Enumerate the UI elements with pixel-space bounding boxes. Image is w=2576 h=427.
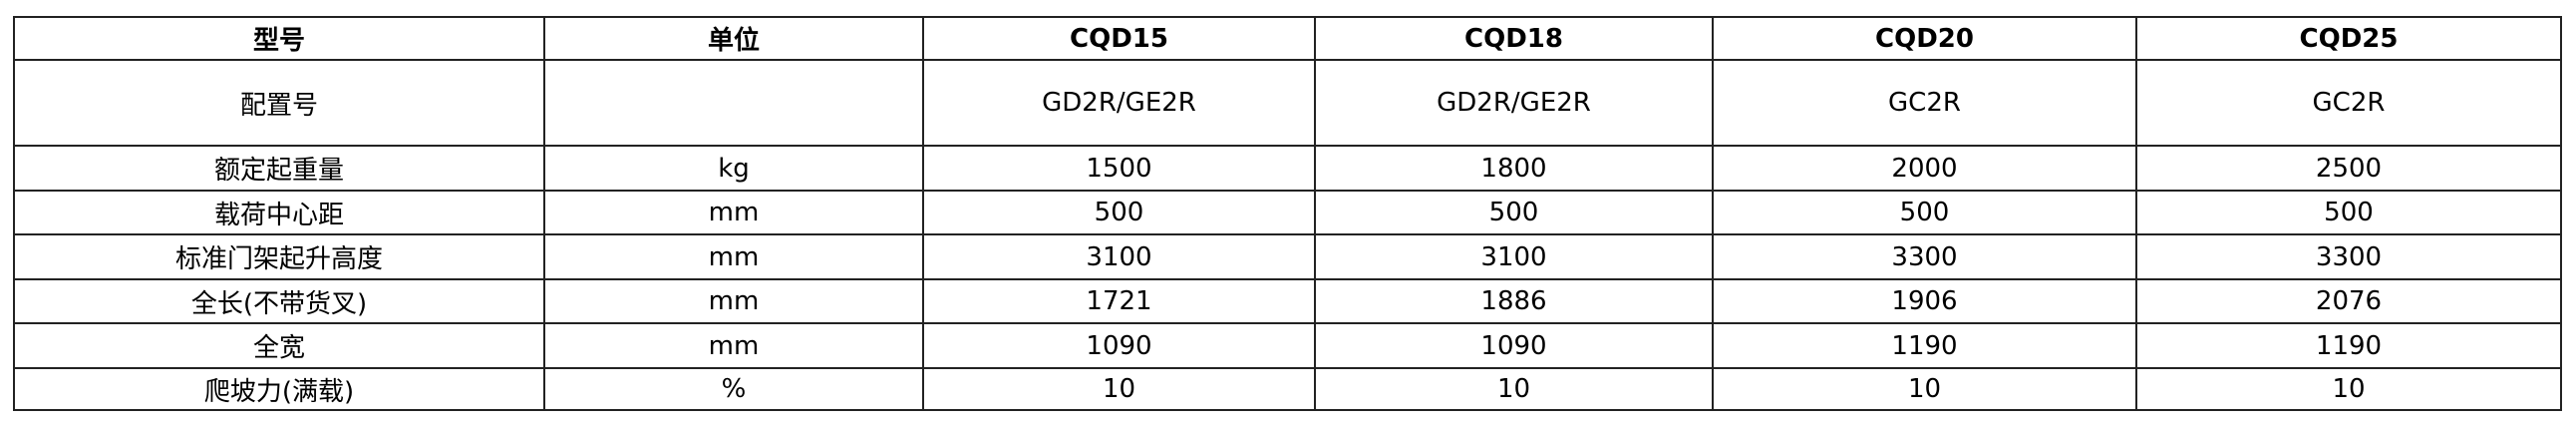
table-cell: 1190 <box>1712 322 2137 369</box>
header-cell: CQD15 <box>922 16 1316 61</box>
table-row: 爬坡力(满载)% 10 10 10 10 <box>13 367 2562 411</box>
row-label: 全长(不带货叉) <box>13 278 545 324</box>
table-cell: 500 <box>922 190 1316 235</box>
table-cell: 1090 <box>922 322 1316 369</box>
table-cell: mm <box>543 233 924 280</box>
table-cell: 1906 <box>1712 278 2137 324</box>
table-cell: 2076 <box>2135 278 2562 324</box>
table-row: 配置号 GD2R/GE2R GD2R/GE2R GC2R GC2R <box>13 59 2562 147</box>
table-cell: 1500 <box>922 145 1316 192</box>
table-cell: 1090 <box>1314 322 1714 369</box>
table-cell: 3300 <box>1712 233 2137 280</box>
table-cell: % <box>543 367 924 411</box>
table-cell: 2000 <box>1712 145 2137 192</box>
row-label: 爬坡力(满载) <box>13 367 545 411</box>
header-cell: CQD18 <box>1314 16 1714 61</box>
table-cell: GC2R <box>1712 59 2137 147</box>
table-cell: kg <box>543 145 924 192</box>
table-cell: 10 <box>2135 367 2562 411</box>
table-row: 额定起重量 kg 1500 1800 2000 2500 <box>13 145 2562 192</box>
row-label: 全宽 <box>13 322 545 369</box>
table-cell: 500 <box>1314 190 1714 235</box>
table-cell: GD2R/GE2R <box>922 59 1316 147</box>
table-row: 全宽 mm 1090 1090 1190 1190 <box>13 322 2562 369</box>
header-cell: CQD20 <box>1712 16 2137 61</box>
row-label: 配置号 <box>13 59 545 147</box>
table-cell: 1800 <box>1314 145 1714 192</box>
table-cell: GD2R/GE2R <box>1314 59 1714 147</box>
table-cell <box>543 59 924 147</box>
table-cell: 500 <box>1712 190 2137 235</box>
header-row: 型号 单位 CQD15 CQD18 CQD20 CQD25 <box>13 16 2562 61</box>
header-cell: 单位 <box>543 16 924 61</box>
table-cell: 1190 <box>2135 322 2562 369</box>
table-cell: 10 <box>1314 367 1714 411</box>
header-cell: 型号 <box>13 16 545 61</box>
spec-table: 型号 单位 CQD15 CQD18 CQD20 CQD25 配置号 GD2R/GE2R GD2… <box>13 16 2562 411</box>
table-cell: 10 <box>922 367 1316 411</box>
row-label: 载荷中心距 <box>13 190 545 235</box>
table-cell: 1721 <box>922 278 1316 324</box>
table-cell: 3300 <box>2135 233 2562 280</box>
table-cell: 3100 <box>1314 233 1714 280</box>
table-row: 全长(不带货叉) mm 1721 1886 1906 2076 <box>13 278 2562 324</box>
header-cell: CQD25 <box>2135 16 2562 61</box>
table-cell: 2500 <box>2135 145 2562 192</box>
table-row: 载荷中心距 mm 500 500 500 500 <box>13 190 2562 235</box>
table-row: 标准门架起升高度 mm 3100 3100 3300 3300 <box>13 233 2562 280</box>
table-cell: mm <box>543 322 924 369</box>
table-cell: mm <box>543 190 924 235</box>
table-cell: 10 <box>1712 367 2137 411</box>
table-cell: 3100 <box>922 233 1316 280</box>
table-cell: 1886 <box>1314 278 1714 324</box>
row-label: 额定起重量 <box>13 145 545 192</box>
table-cell: GC2R <box>2135 59 2562 147</box>
table-cell: 500 <box>2135 190 2562 235</box>
row-label: 标准门架起升高度 <box>13 233 545 280</box>
table-cell: mm <box>543 278 924 324</box>
